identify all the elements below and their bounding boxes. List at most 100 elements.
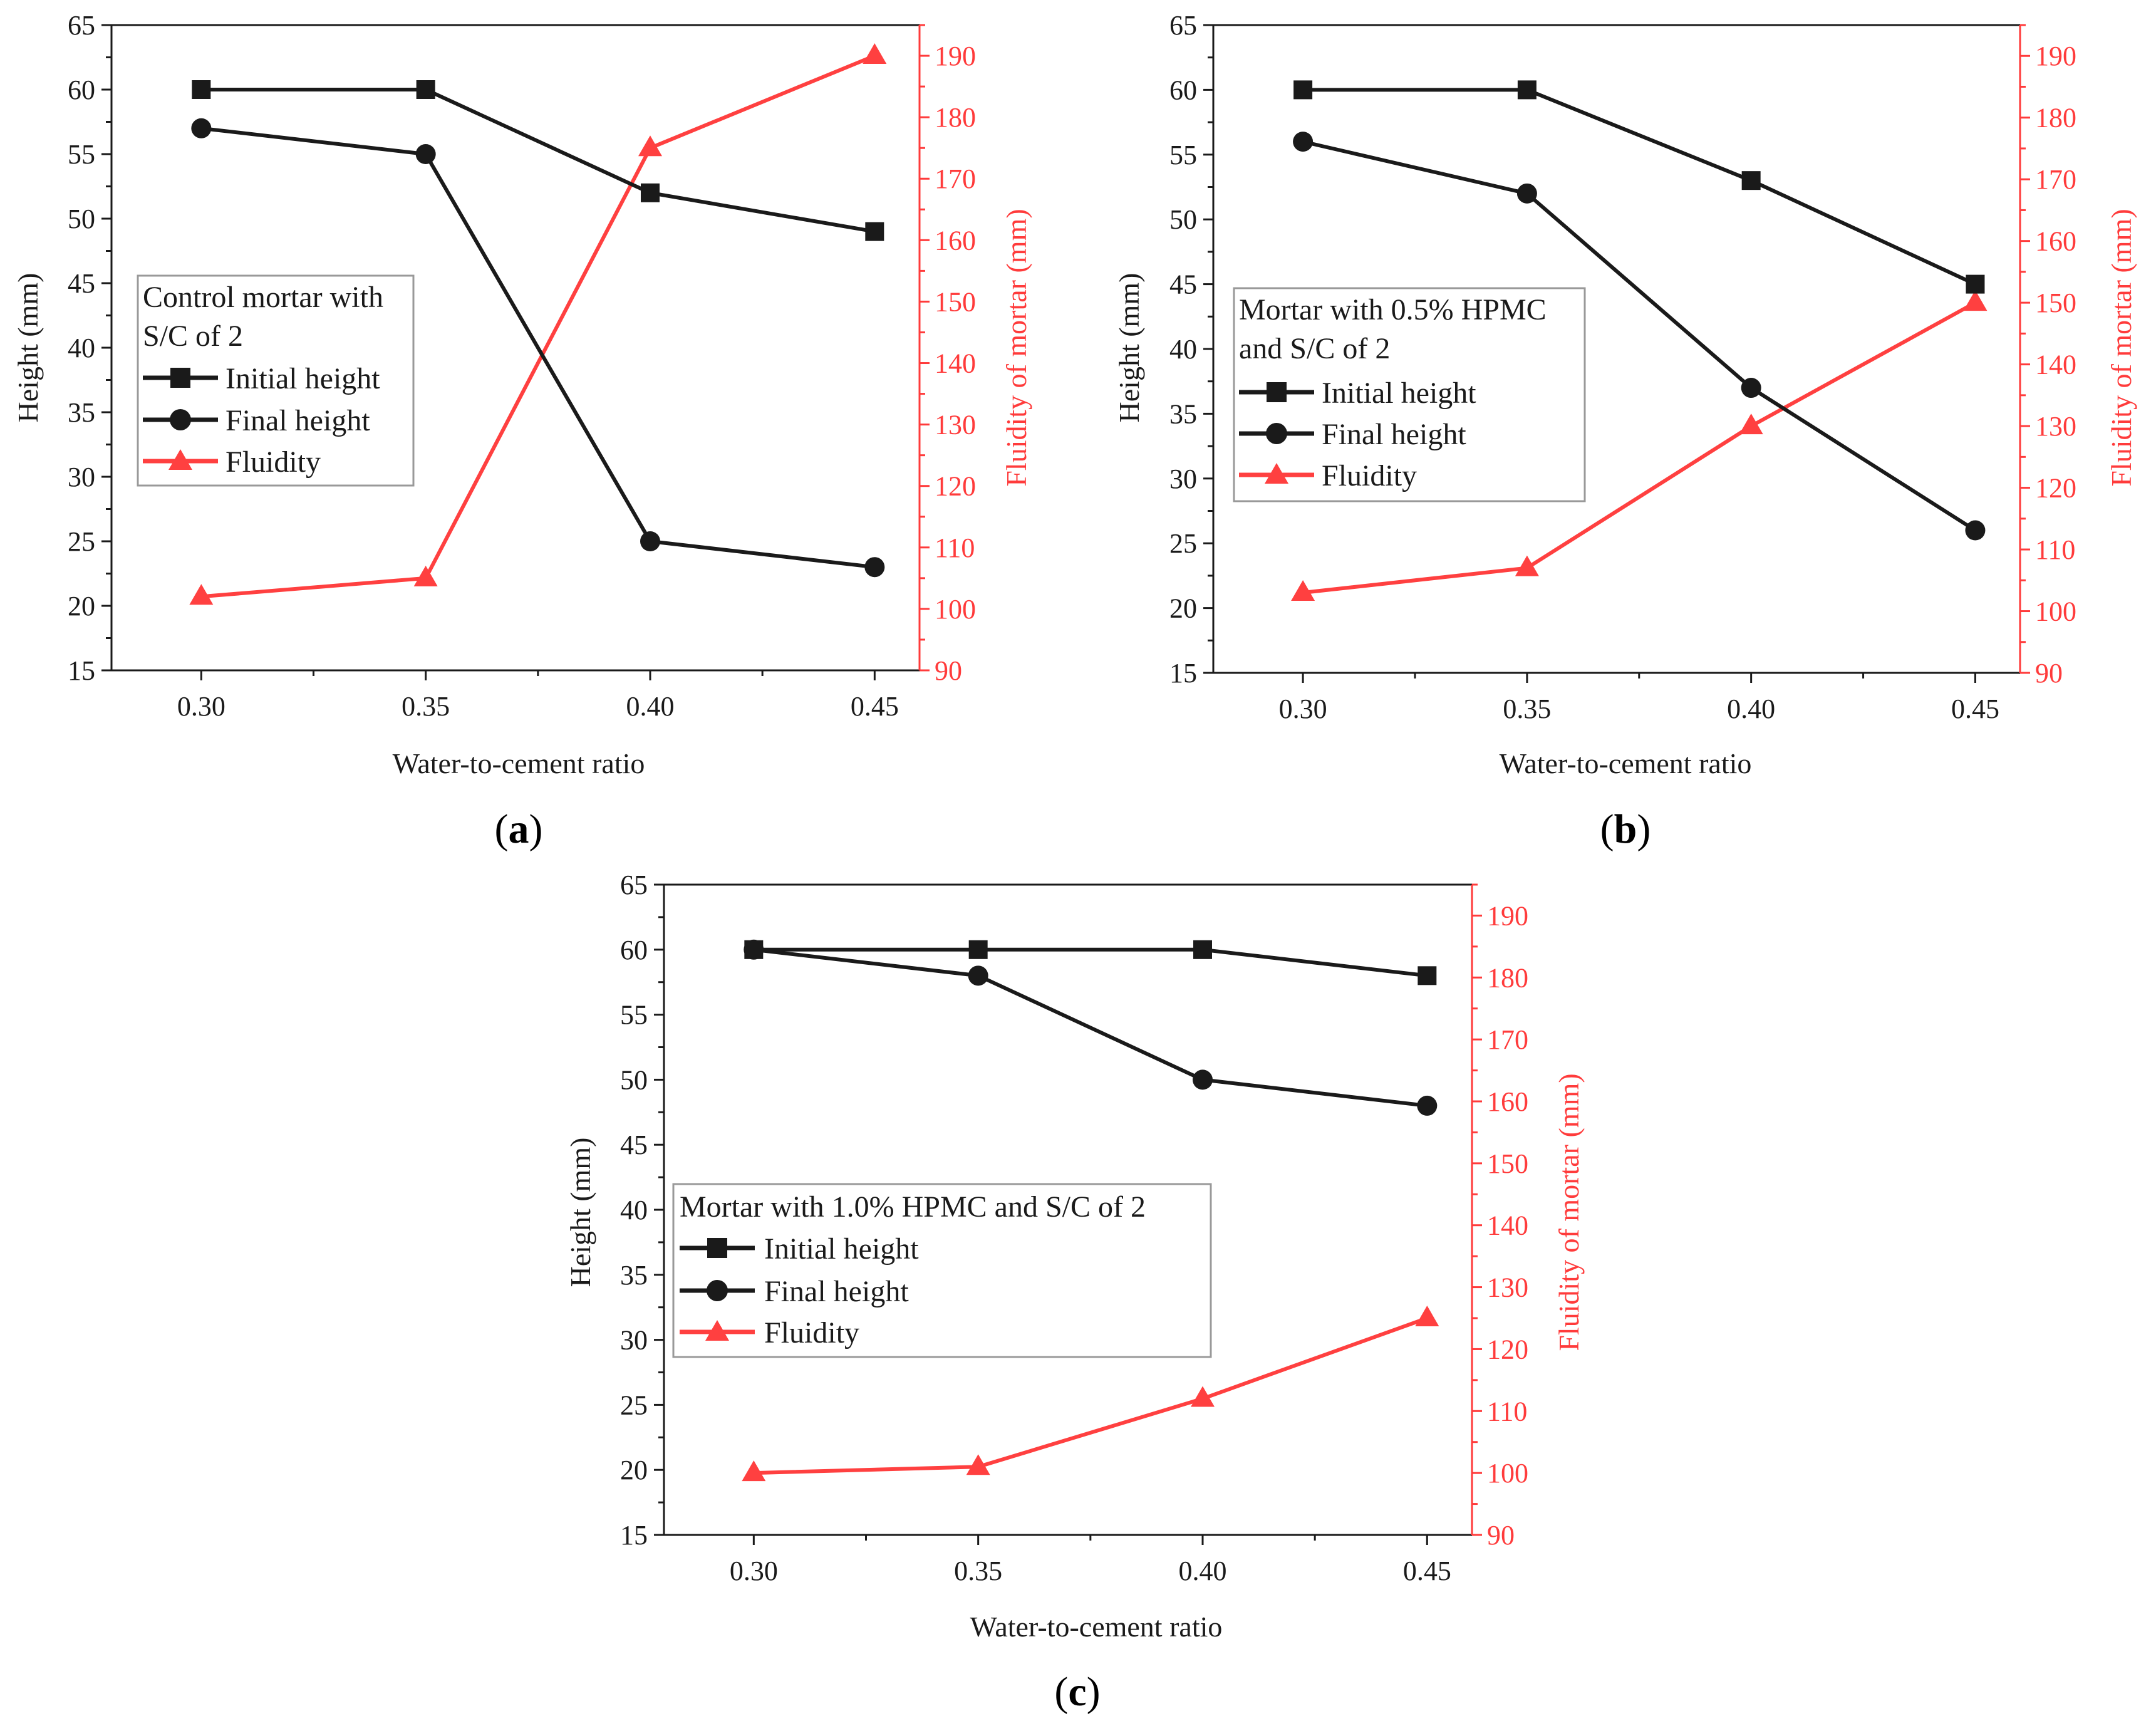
y-right-tick-label: 150: [2035, 288, 2076, 318]
data-point-fluidity: [863, 43, 887, 65]
y-right-tick-label: 190: [1487, 900, 1528, 931]
x-tick-label: 0.40: [1727, 694, 1775, 724]
series-line-final-height: [1302, 140, 1977, 533]
y-tick-label: 15: [620, 1520, 648, 1551]
y-tick-label: 40: [1169, 334, 1197, 365]
legend-title-line-1: Control mortar with: [143, 281, 383, 314]
data-point-fluidity: [1191, 1386, 1215, 1407]
data-point-initial-height: [1517, 80, 1537, 100]
y-right-tick-label: 110: [935, 533, 975, 563]
y-tick-label: 20: [68, 591, 95, 621]
y-right-tick-label: 160: [935, 225, 976, 256]
data-point-final-height: [1293, 132, 1314, 152]
y-right-tick-label: 130: [935, 410, 976, 440]
data-point-final-height: [744, 939, 764, 960]
y-right-tick-label: 130: [1487, 1272, 1528, 1303]
chart-panel-c: 15 20 25 30 35 40 45 50 55 60 65 90 100 110 120 130 140 1…: [564, 870, 1585, 1715]
data-point-final-height: [640, 531, 660, 551]
x-tick-label: 0.35: [954, 1556, 1002, 1586]
y-right-tick-label: 180: [2035, 103, 2076, 133]
data-point-fluidity: [1415, 1306, 1439, 1326]
y-tick-label: 50: [620, 1064, 648, 1095]
legend-circle-marker: [170, 409, 191, 430]
y-tick-label: 65: [68, 10, 95, 41]
y-tick-label: 40: [68, 333, 95, 363]
data-point-fluidity: [742, 1460, 766, 1482]
series-line-fluidity: [1302, 301, 1976, 595]
y-tick-label: 25: [1169, 528, 1197, 559]
x-tick-label: 0.30: [177, 691, 225, 722]
y-right-tick-label: 120: [935, 471, 976, 502]
y-right-tick-label: 110: [1487, 1396, 1527, 1427]
y-axis-right-title: Fluidity of mortar (mm): [1553, 1073, 1585, 1351]
y-axis-title: Height (mm): [12, 273, 44, 423]
legend-label-fluidity: Fluidity: [764, 1316, 859, 1349]
y-tick-label: 35: [68, 397, 95, 428]
legend-triangle-marker: [1265, 463, 1288, 484]
x-tick-label: 0.30: [1279, 694, 1327, 724]
y-axis-right-title: Fluidity of mortar (mm): [1000, 209, 1032, 486]
x-tick-label: 0.30: [730, 1556, 778, 1586]
y-axis-title: Height (mm): [564, 1138, 596, 1287]
y-right-tick-label: 170: [1487, 1024, 1528, 1055]
y-right-tick-label: 140: [1487, 1210, 1528, 1241]
data-point-initial-height: [865, 222, 884, 241]
data-point-final-height: [191, 118, 212, 138]
y-tick-label: 15: [1169, 658, 1197, 689]
legend: Control mortar with S/C of 2 Initial hei…: [137, 274, 415, 487]
series-line-final-height: [753, 947, 1428, 1108]
legend-title-line-1: Mortar with 1.0% HPMC and S/C of 2: [680, 1190, 1146, 1224]
y-right-tick-label: 150: [935, 286, 976, 317]
data-point-fluidity: [1515, 555, 1539, 576]
series-line-initial-height: [754, 947, 1428, 978]
y-right-tick-label: 190: [2035, 41, 2076, 71]
chart-panel-b: 15 20 25 30 35 40 45 50 55 60 65 90 100 110 120 130 140 1…: [1113, 10, 2137, 852]
panel-label: (c): [1054, 1669, 1100, 1715]
data-point-fluidity: [638, 135, 662, 157]
y-right-tick-label: 110: [2035, 534, 2075, 565]
series-line-fluidity: [754, 1316, 1428, 1475]
y-tick-label: 60: [620, 935, 648, 965]
y-tick-label: 55: [1169, 140, 1197, 170]
y-tick-label: 40: [620, 1195, 648, 1225]
legend-label-initial: Initial height: [225, 362, 380, 395]
x-tick-label: 0.35: [402, 691, 450, 722]
legend-title-line-2: S/C of 2: [143, 320, 243, 353]
panel-label: (b): [1600, 806, 1651, 852]
y-tick-label: 35: [1169, 398, 1197, 429]
data-point-initial-height: [1966, 274, 1985, 294]
y-tick-label: 45: [68, 268, 95, 299]
data-point-initial-height: [968, 940, 988, 959]
data-point-final-height: [1965, 520, 1986, 541]
y-right-tick-label: 130: [2035, 411, 2076, 442]
legend-box: [1233, 287, 1586, 502]
x-tick-label: 0.40: [626, 691, 675, 722]
y-right-tick-label: 170: [935, 164, 976, 194]
y-right-tick-label: 120: [1487, 1334, 1528, 1365]
legend-square-marker: [1267, 382, 1287, 402]
y-right-tick-label: 100: [1487, 1458, 1528, 1489]
y-tick-label: 25: [68, 526, 95, 557]
x-tick-label: 0.35: [1503, 694, 1551, 724]
x-tick-label: 0.45: [1403, 1556, 1451, 1586]
legend-label-fluidity: Fluidity: [1322, 459, 1417, 492]
data-point-initial-height: [416, 80, 435, 99]
y-tick-label: 15: [68, 655, 95, 686]
y-axis-right-title: Fluidity of mortar (mm): [2105, 209, 2137, 486]
x-tick-label: 0.45: [851, 691, 899, 722]
y-right-tick-label: 160: [2035, 226, 2076, 257]
legend-label-final: Final height: [1322, 418, 1466, 451]
data-point-fluidity: [1291, 580, 1315, 601]
series-line-fluidity: [201, 54, 876, 599]
data-point-initial-height: [1293, 80, 1313, 100]
y-tick-label: 35: [620, 1260, 648, 1291]
data-point-final-height: [1193, 1069, 1213, 1090]
y-axis-title: Height (mm): [1113, 273, 1145, 423]
x-axis-title: Water-to-cement ratio: [970, 1611, 1223, 1643]
legend-label-fluidity: Fluidity: [225, 445, 321, 479]
legend: Mortar with 0.5% HPMC and S/C of 2 Initi…: [1233, 287, 1586, 502]
legend-square-marker: [170, 368, 190, 388]
x-tick-label: 0.40: [1179, 1556, 1227, 1586]
y-right-tick-label: 140: [2035, 350, 2076, 380]
